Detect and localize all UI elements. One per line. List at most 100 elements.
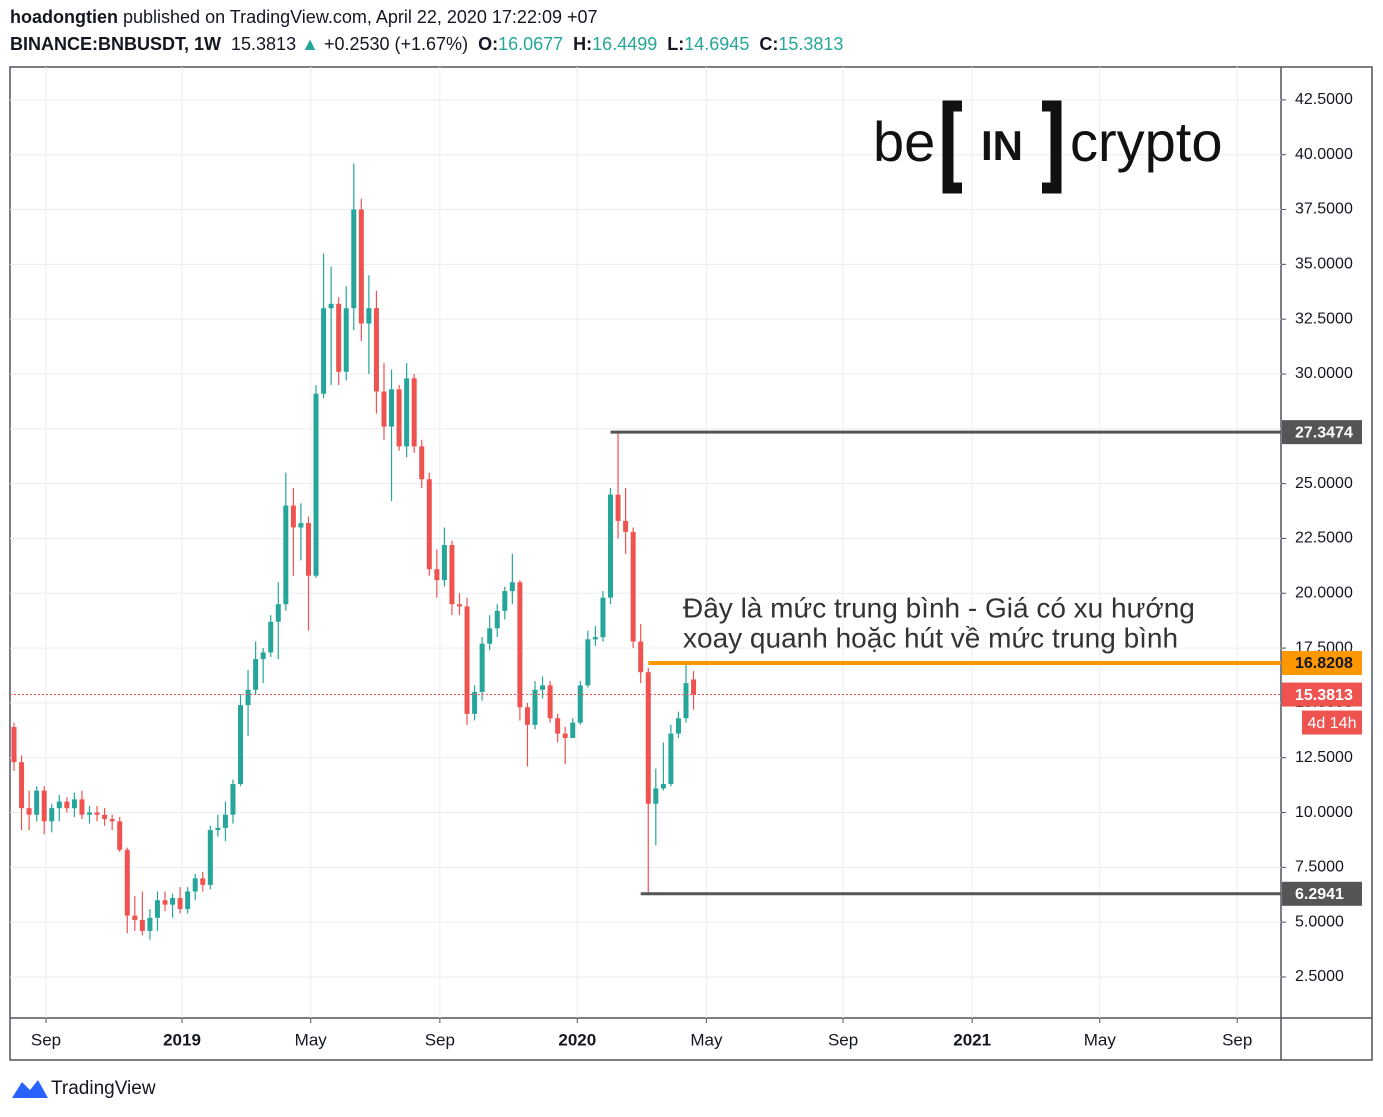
- annotation: xoay quanh hoặc hút về mức trung bình: [683, 622, 1178, 653]
- y-tick-label: 30.0000: [1295, 365, 1353, 382]
- last-price: 15.3813: [231, 34, 297, 54]
- low-label: L:: [667, 34, 685, 54]
- candle-body: [615, 494, 621, 521]
- candle-body: [683, 683, 689, 719]
- x-tick-label: Sep: [828, 1030, 858, 1049]
- candle-body: [592, 637, 598, 640]
- annotation: Đây là mức trung bình - Giá có xu hướng: [683, 592, 1195, 623]
- candle-body: [185, 891, 191, 910]
- price-label-box: [1282, 420, 1362, 445]
- candle-body: [547, 685, 553, 719]
- candle-body: [87, 812, 93, 815]
- candle-body: [464, 606, 470, 714]
- candle-body: [177, 898, 183, 910]
- candle-body: [336, 303, 342, 372]
- candle-body: [411, 378, 417, 447]
- candle-body: [290, 505, 296, 528]
- candle-body: [645, 672, 651, 804]
- candle-body: [608, 494, 614, 598]
- candle-body: [11, 727, 17, 763]
- candle-body: [396, 389, 402, 447]
- y-tick-label: 7.5000: [1295, 859, 1344, 876]
- candle-body: [441, 545, 447, 581]
- logo-crypto: crypto: [1070, 110, 1223, 173]
- y-tick-label: 40.0000: [1295, 146, 1353, 163]
- candle-body: [494, 610, 500, 629]
- candle-body: [109, 819, 115, 822]
- candle-body: [245, 689, 251, 706]
- tradingview-logo: TradingView: [12, 1078, 156, 1099]
- price-label: 6.2941: [1295, 886, 1344, 903]
- candle-body: [154, 900, 160, 918]
- x-tick-label: 2019: [163, 1030, 201, 1049]
- y-tick-label: 37.5000: [1295, 201, 1353, 218]
- candle-body: [260, 652, 266, 660]
- candle-body: [328, 303, 334, 309]
- chart-frame: [9, 66, 1373, 1061]
- candle-body: [132, 915, 138, 920]
- candle-body: [200, 878, 206, 885]
- candle-body: [162, 900, 168, 905]
- candle-body: [426, 479, 432, 570]
- high-label: H:: [573, 34, 593, 54]
- candle-body: [102, 814, 108, 820]
- candle-body: [540, 685, 546, 690]
- candle-body: [562, 733, 568, 738]
- candle-body: [623, 520, 629, 532]
- price-label-box: [1282, 682, 1362, 707]
- candle-body: [517, 582, 523, 708]
- logo-bracket: [1042, 100, 1062, 194]
- published-text: published on TradingView.com, April 22, …: [123, 7, 598, 27]
- candle-body: [34, 790, 40, 815]
- close-label: C:: [759, 34, 779, 54]
- candle-body: [124, 849, 130, 916]
- candle-body: [192, 878, 198, 892]
- candle-body: [419, 446, 425, 480]
- candle-body: [366, 308, 372, 324]
- y-tick-label: 25.0000: [1295, 475, 1353, 492]
- y-tick-label: 12.5000: [1295, 749, 1353, 766]
- candle-body: [117, 821, 123, 850]
- candle-body: [472, 691, 478, 714]
- candle-body: [585, 639, 591, 686]
- candle-body: [638, 641, 644, 673]
- candle-body: [64, 801, 70, 809]
- candle-body: [456, 604, 462, 607]
- symbol-info: BINANCE:BNBUSDT, 1W 15.3813 ▲ +0.2530 (+…: [10, 34, 843, 55]
- y-tick-label: 20.0000: [1295, 584, 1353, 601]
- change: +0.2530 (+1.67%): [323, 34, 469, 54]
- high-value: 16.4499: [592, 34, 658, 54]
- y-tick-label: 22.5000: [1295, 530, 1353, 547]
- candle-body: [253, 659, 259, 690]
- candle-body: [215, 827, 221, 831]
- price-label: 16.8208: [1295, 655, 1353, 672]
- candle-body: [570, 722, 576, 738]
- candle-body: [343, 308, 349, 372]
- x-tick-label: Sep: [1222, 1030, 1252, 1049]
- candle-body: [71, 799, 77, 809]
- x-tick-label: 2020: [558, 1030, 596, 1049]
- candle-body: [305, 523, 311, 576]
- candle-body: [600, 597, 606, 638]
- x-tick-label: Sep: [425, 1030, 455, 1049]
- candle-body: [389, 389, 395, 427]
- candle-body: [404, 378, 410, 447]
- y-tick-label: 32.5000: [1295, 310, 1353, 327]
- candle-body: [675, 718, 681, 734]
- y-tick-label: 42.5000: [1295, 91, 1353, 108]
- candle-body: [56, 801, 62, 809]
- symbol: BINANCE:BNBUSDT, 1W: [10, 34, 221, 54]
- candle-body: [577, 685, 583, 723]
- logo-be: be: [873, 110, 935, 173]
- tv-name: TradingView: [51, 1078, 156, 1099]
- x-tick-label: May: [295, 1030, 328, 1049]
- publish-info: hoadongtien published on TradingView.com…: [10, 7, 598, 28]
- candle-body: [94, 812, 100, 815]
- logo-in: IN: [981, 122, 1023, 169]
- candle-body: [230, 784, 236, 815]
- candle-body: [298, 523, 304, 528]
- candle-body: [668, 733, 674, 785]
- y-tick-label: 35.0000: [1295, 256, 1353, 273]
